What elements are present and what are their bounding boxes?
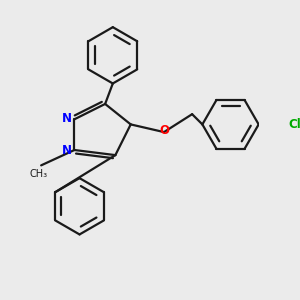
Text: CH₃: CH₃: [29, 169, 48, 179]
Text: N: N: [62, 143, 72, 157]
Text: N: N: [62, 112, 72, 124]
Text: Cl: Cl: [288, 118, 300, 131]
Text: O: O: [160, 124, 170, 137]
